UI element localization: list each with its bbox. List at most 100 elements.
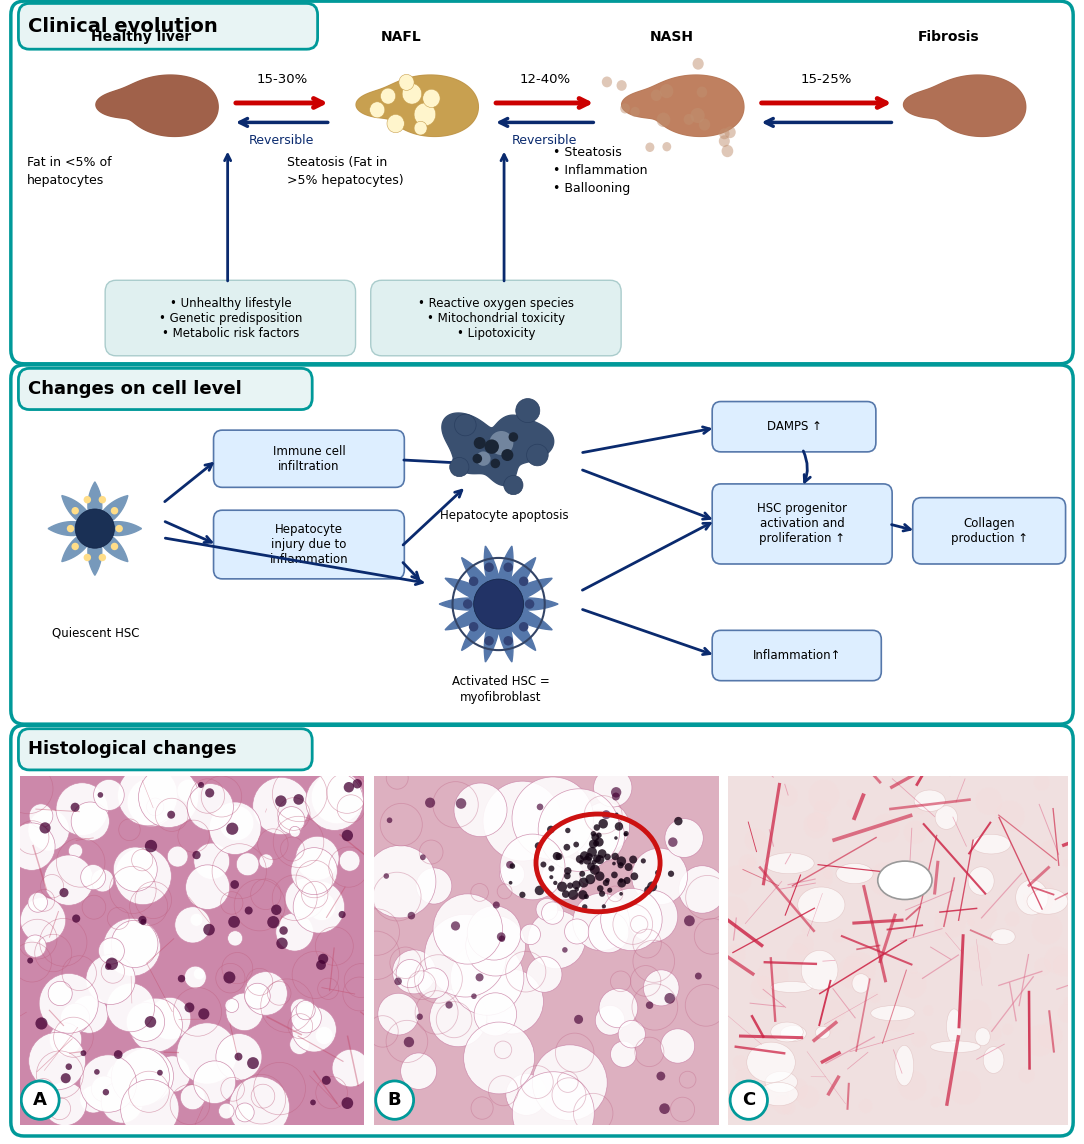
Circle shape <box>774 1096 792 1114</box>
Circle shape <box>612 861 616 865</box>
Circle shape <box>719 135 730 146</box>
Circle shape <box>396 960 424 987</box>
Circle shape <box>617 80 627 90</box>
Circle shape <box>483 781 562 861</box>
Circle shape <box>126 1002 165 1041</box>
Circle shape <box>567 882 573 889</box>
Circle shape <box>804 869 814 880</box>
Circle shape <box>39 823 51 834</box>
Circle shape <box>619 879 623 883</box>
Circle shape <box>219 805 254 841</box>
Circle shape <box>376 1081 414 1119</box>
FancyBboxPatch shape <box>11 725 1073 1136</box>
Circle shape <box>114 847 157 891</box>
Circle shape <box>310 1099 315 1105</box>
Circle shape <box>691 108 705 124</box>
Circle shape <box>275 795 286 807</box>
Polygon shape <box>439 546 558 662</box>
Circle shape <box>503 563 513 572</box>
Circle shape <box>70 803 79 812</box>
Text: Fibrosis: Fibrosis <box>918 30 979 43</box>
Circle shape <box>392 950 436 994</box>
Circle shape <box>322 1075 331 1085</box>
Circle shape <box>602 904 606 908</box>
Circle shape <box>245 906 253 914</box>
Text: • Steatosis
• Inflammation
• Ballooning: • Steatosis • Inflammation • Ballooning <box>553 146 647 196</box>
Circle shape <box>194 1060 235 1104</box>
Circle shape <box>578 890 588 899</box>
FancyBboxPatch shape <box>712 630 881 681</box>
Circle shape <box>83 554 91 562</box>
Text: Activated HSC =
myofibroblast: Activated HSC = myofibroblast <box>452 675 550 704</box>
Circle shape <box>425 914 506 998</box>
Circle shape <box>332 1049 370 1087</box>
Polygon shape <box>95 76 218 136</box>
Circle shape <box>780 1099 796 1115</box>
Circle shape <box>784 884 815 916</box>
Circle shape <box>1063 996 1071 1004</box>
Circle shape <box>553 852 560 860</box>
FancyBboxPatch shape <box>712 402 876 452</box>
Circle shape <box>474 993 517 1035</box>
Circle shape <box>140 919 146 925</box>
Circle shape <box>589 912 629 953</box>
Circle shape <box>901 971 927 999</box>
Circle shape <box>225 993 263 1031</box>
FancyBboxPatch shape <box>105 280 356 356</box>
Circle shape <box>29 804 53 828</box>
Circle shape <box>595 872 605 881</box>
Circle shape <box>60 888 68 897</box>
Circle shape <box>588 863 595 871</box>
Circle shape <box>395 977 402 985</box>
Circle shape <box>185 865 230 909</box>
Circle shape <box>318 954 328 964</box>
Circle shape <box>244 971 287 1015</box>
Circle shape <box>476 974 483 982</box>
Circle shape <box>647 882 657 891</box>
Circle shape <box>145 840 157 852</box>
Circle shape <box>593 828 612 848</box>
Circle shape <box>542 857 584 900</box>
Circle shape <box>1062 859 1070 867</box>
Ellipse shape <box>780 1025 806 1041</box>
Circle shape <box>28 892 48 912</box>
Ellipse shape <box>870 1006 915 1020</box>
Circle shape <box>646 1001 654 1009</box>
Circle shape <box>414 103 436 126</box>
Circle shape <box>344 782 354 793</box>
Circle shape <box>527 956 562 992</box>
Circle shape <box>612 793 620 801</box>
Circle shape <box>599 988 637 1027</box>
FancyBboxPatch shape <box>913 498 1066 564</box>
Ellipse shape <box>771 1022 803 1042</box>
Circle shape <box>815 869 833 888</box>
Circle shape <box>572 893 630 951</box>
Text: NASH: NASH <box>650 30 694 43</box>
Circle shape <box>167 847 188 867</box>
Circle shape <box>341 829 353 841</box>
Circle shape <box>91 869 114 892</box>
Circle shape <box>155 1056 191 1093</box>
Circle shape <box>466 915 526 976</box>
Circle shape <box>469 577 478 586</box>
Circle shape <box>837 956 868 990</box>
Circle shape <box>472 993 477 999</box>
Circle shape <box>657 1072 666 1081</box>
Circle shape <box>597 885 604 892</box>
Circle shape <box>120 1080 179 1138</box>
Circle shape <box>114 1050 122 1059</box>
Circle shape <box>725 944 746 966</box>
Circle shape <box>808 812 826 832</box>
Circle shape <box>317 960 326 970</box>
Circle shape <box>724 126 736 138</box>
Circle shape <box>693 58 704 70</box>
Circle shape <box>387 114 404 133</box>
Circle shape <box>311 771 363 824</box>
Text: A: A <box>34 1091 47 1110</box>
Circle shape <box>296 836 339 881</box>
Circle shape <box>644 970 679 1006</box>
Circle shape <box>294 794 304 804</box>
Circle shape <box>73 914 80 923</box>
Circle shape <box>898 1071 927 1101</box>
Circle shape <box>563 947 568 953</box>
